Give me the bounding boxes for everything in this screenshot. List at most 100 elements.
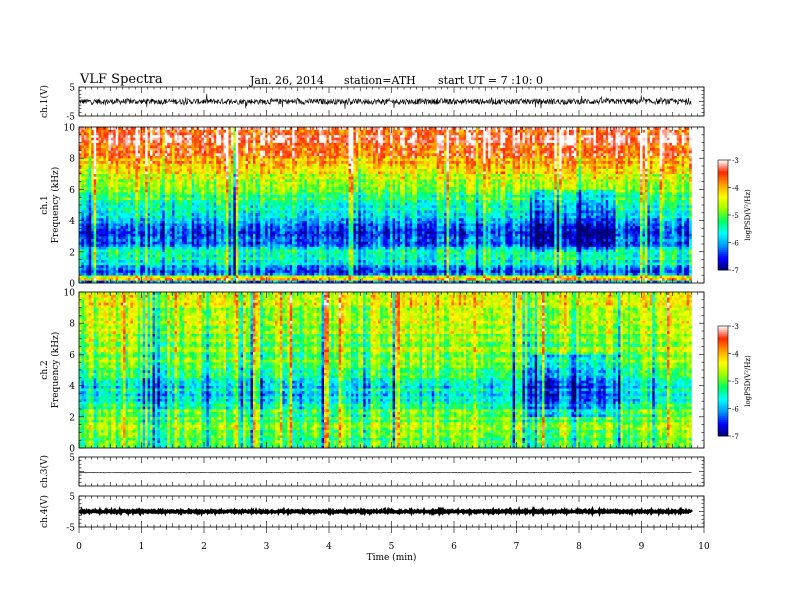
ch1-spectrogram-cell [101, 221, 104, 224]
ch1-spectrogram-cell [101, 257, 104, 260]
ch1-spectrogram-cell [113, 127, 116, 130]
ch1-spectrogram-cell [94, 156, 97, 159]
ch1-spectrogram-cell [111, 239, 114, 242]
ch1-spectrogram-cell [104, 148, 107, 151]
ch1-spectrogram-cell [111, 270, 114, 273]
ch1-spectrogram-cell [86, 169, 89, 172]
ch1-spectrogram-cell [89, 249, 92, 252]
ch1-spectrogram-cell [84, 179, 87, 182]
ch1-spectrogram-cell [94, 130, 97, 133]
ch1-spectrogram-cell [81, 189, 84, 192]
ch1-spectrogram-cell [91, 130, 94, 133]
ch1-spectrogram-cell [84, 275, 87, 278]
ch1-spectrogram-cell [106, 252, 109, 255]
ch1-spectrogram-cell [79, 213, 82, 216]
ch1-spectrogram-cell [81, 169, 84, 172]
ch1-spectrogram-cell [118, 270, 121, 273]
ch1-spectrogram-cell [86, 150, 89, 153]
ch1-spectrogram-cell [81, 236, 84, 239]
ch1-spectrogram-cell [104, 247, 107, 250]
ch1-spectrogram-cell [101, 161, 104, 164]
ch1-spectrogram-cell [81, 265, 84, 268]
ch1-spectrogram-cell [94, 210, 97, 213]
ch1-spectrogram-cell [106, 143, 109, 146]
ch1-spectrogram-cell [81, 205, 84, 208]
ch1-spectrogram-cell [89, 208, 92, 211]
ch1-spectrogram-cell [91, 140, 94, 143]
ch1-spectrogram-cell [81, 270, 84, 273]
ch1-spectrogram-cell [104, 234, 107, 237]
ch1-spectrogram-cell [108, 231, 111, 234]
ch1-spectrogram-cell [89, 184, 92, 187]
ch1-spectrogram-cell [118, 176, 121, 179]
ch1-spectrogram-cell [106, 192, 109, 195]
ch1-spectrogram-cell [104, 210, 107, 213]
ch1-spectrogram-cell [111, 249, 114, 252]
ch1-spectrogram-cell [91, 270, 94, 273]
ch1-spectrogram-cell [96, 241, 99, 244]
ch1-spectrogram-cell [96, 143, 99, 146]
ch1-spectrogram-cell [94, 184, 97, 187]
ch1-spectrogram-cell [91, 260, 94, 263]
ch1-spectrogram-cell [94, 265, 97, 268]
ch1-spectrogram-cell [104, 275, 107, 278]
ch1-spectrogram-cell [99, 244, 102, 247]
ch1-spectrogram-cell [113, 161, 116, 164]
ch1-spectrogram-cell [101, 169, 104, 172]
ch1-spectrogram-cell [99, 267, 102, 270]
ch1-spectrogram-cell [108, 132, 111, 135]
ch1-spectrogram-cell [81, 234, 84, 237]
ch1-spectrogram-cell [101, 270, 104, 273]
ch1-spectrogram-cell [104, 171, 107, 174]
ch1-spectrogram-cell [101, 192, 104, 195]
ch1-spectrogram-cell [84, 252, 87, 255]
ch1-spectrogram-cell [89, 182, 92, 185]
ch1-spectrogram-cell [111, 278, 114, 281]
ch1-spectrogram-cell [101, 132, 104, 135]
ch1-spectrogram-cell [89, 254, 92, 257]
ch1-spectrogram-cell [111, 210, 114, 213]
ch1-spectrogram-cell [81, 182, 84, 185]
ch1-spectrogram-cell [108, 226, 111, 229]
ch1-spectrogram-cell [94, 254, 97, 257]
ch1-spectrogram-cell [81, 257, 84, 260]
ch1-spectrogram-cell [116, 236, 119, 239]
ch1-spectrogram-cell [86, 153, 89, 156]
ch1-spectrogram-cell [116, 228, 119, 231]
ch1-spectrogram-cell [94, 200, 97, 203]
ch1-spectrogram-cell [118, 200, 121, 203]
ch1-spectrogram-cell [106, 249, 109, 252]
ch1-spectrogram-cell [108, 148, 111, 151]
ch1-spectrogram-cell [113, 150, 116, 153]
ch1-spectrogram-cell [101, 195, 104, 198]
ch1-spectrogram-cell [101, 179, 104, 182]
ch1-spectrogram-cell [81, 166, 84, 169]
ch1-spectrogram-cell [84, 195, 87, 198]
ch1-spectrogram-cell [113, 197, 116, 200]
ch1-spectrogram-cell [116, 189, 119, 192]
ch1-spectrogram-cell [106, 257, 109, 260]
ch1-spectrogram-cell [99, 174, 102, 177]
ch1-spectrogram-cell [94, 174, 97, 177]
vlf-spectra-figure: VLF Spectra Jan. 26, 2014 station=ATH st… [0, 0, 792, 612]
ch1-spectrogram-cell [104, 252, 107, 255]
ch1-spectrogram-cell [91, 158, 94, 161]
ch1-spectrogram-cell [106, 200, 109, 203]
ch1-spectrogram-cell [118, 150, 121, 153]
ch1-spectrogram-cell [108, 247, 111, 250]
ch1-spectrogram-cell [118, 249, 121, 252]
ch1-spectrogram-cell [79, 135, 82, 138]
ch1-spectrogram-cell [116, 275, 119, 278]
ch1-spectrogram-cell [111, 145, 114, 148]
ch1-spectrogram-cell [99, 215, 102, 218]
ch1-spectrogram-cell [108, 223, 111, 226]
ch1-spectrogram-cell [104, 267, 107, 270]
ch1-spectrogram-cell [91, 171, 94, 174]
ch1-spectrogram-cell [118, 184, 121, 187]
ch1-spectrogram-cell [113, 239, 116, 242]
ch1-spectrogram-cell [94, 239, 97, 242]
ch1-spectrogram-cell [89, 127, 92, 130]
ch1-spectrogram-cell [99, 176, 102, 179]
ch1-spectrogram-cell [111, 267, 114, 270]
ch1-spectrogram-cell [86, 189, 89, 192]
